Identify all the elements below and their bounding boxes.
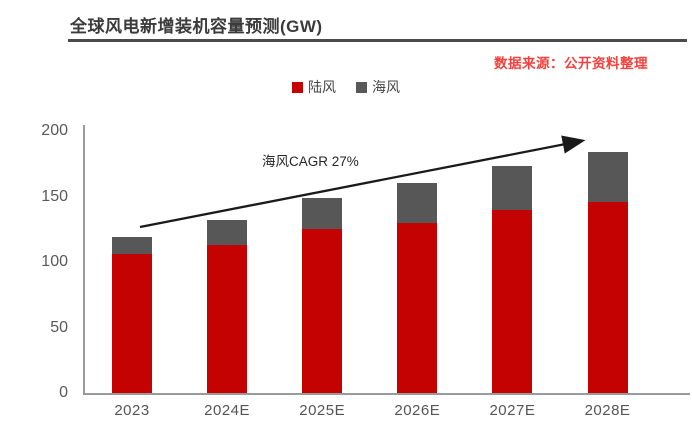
x-axis-tick-label: 2026E bbox=[394, 402, 441, 419]
legend-swatch-icon bbox=[292, 81, 303, 93]
y-axis-tick-label: 150 bbox=[41, 187, 68, 205]
page-title: 全球风电新增装机容量预测(GW) bbox=[70, 17, 323, 36]
onshore-bar-segment bbox=[587, 201, 628, 393]
y-axis-tick-label: 200 bbox=[41, 122, 68, 139]
legend-item: 陆风 bbox=[292, 77, 336, 97]
legend-label: 海风 bbox=[372, 79, 400, 95]
offshore-bar-segment bbox=[302, 197, 343, 230]
y-axis-line bbox=[83, 125, 85, 393]
x-axis-line bbox=[83, 393, 690, 395]
onshore-bar-segment bbox=[112, 254, 152, 393]
x-axis-tick-label: 2028E bbox=[584, 402, 631, 419]
offshore-bar-segment bbox=[397, 183, 438, 223]
legend-label: 陆风 bbox=[308, 79, 336, 95]
x-axis-tick-label: 2025E bbox=[299, 402, 346, 419]
title-underline bbox=[68, 39, 687, 42]
offshore-bar-segment bbox=[112, 237, 152, 255]
offshore-bar-segment bbox=[587, 151, 628, 202]
offshore-bar-segment bbox=[207, 220, 248, 245]
onshore-bar-segment bbox=[302, 229, 343, 393]
x-axis-tick-label: 2024E bbox=[204, 402, 251, 419]
y-axis-tick-label: 0 bbox=[59, 384, 68, 401]
onshore-bar-segment bbox=[207, 244, 248, 393]
legend-item: 海风 bbox=[356, 77, 400, 97]
chart-legend: 陆风 海风 bbox=[0, 77, 692, 97]
x-axis-tick-label: 2027E bbox=[489, 402, 536, 419]
y-axis-tick-label: 100 bbox=[41, 253, 68, 270]
offshore-bar-segment bbox=[492, 166, 533, 210]
onshore-bar-segment bbox=[492, 209, 533, 393]
onshore-bar-segment bbox=[397, 222, 438, 393]
x-axis-tick-label: 2023 bbox=[114, 402, 150, 419]
legend-swatch-icon bbox=[356, 81, 367, 93]
y-axis-tick-label: 50 bbox=[50, 318, 68, 336]
cagr-annotation: 海风CAGR 27% bbox=[262, 154, 359, 169]
data-source-note: 数据来源：公开资料整理 bbox=[494, 56, 648, 71]
